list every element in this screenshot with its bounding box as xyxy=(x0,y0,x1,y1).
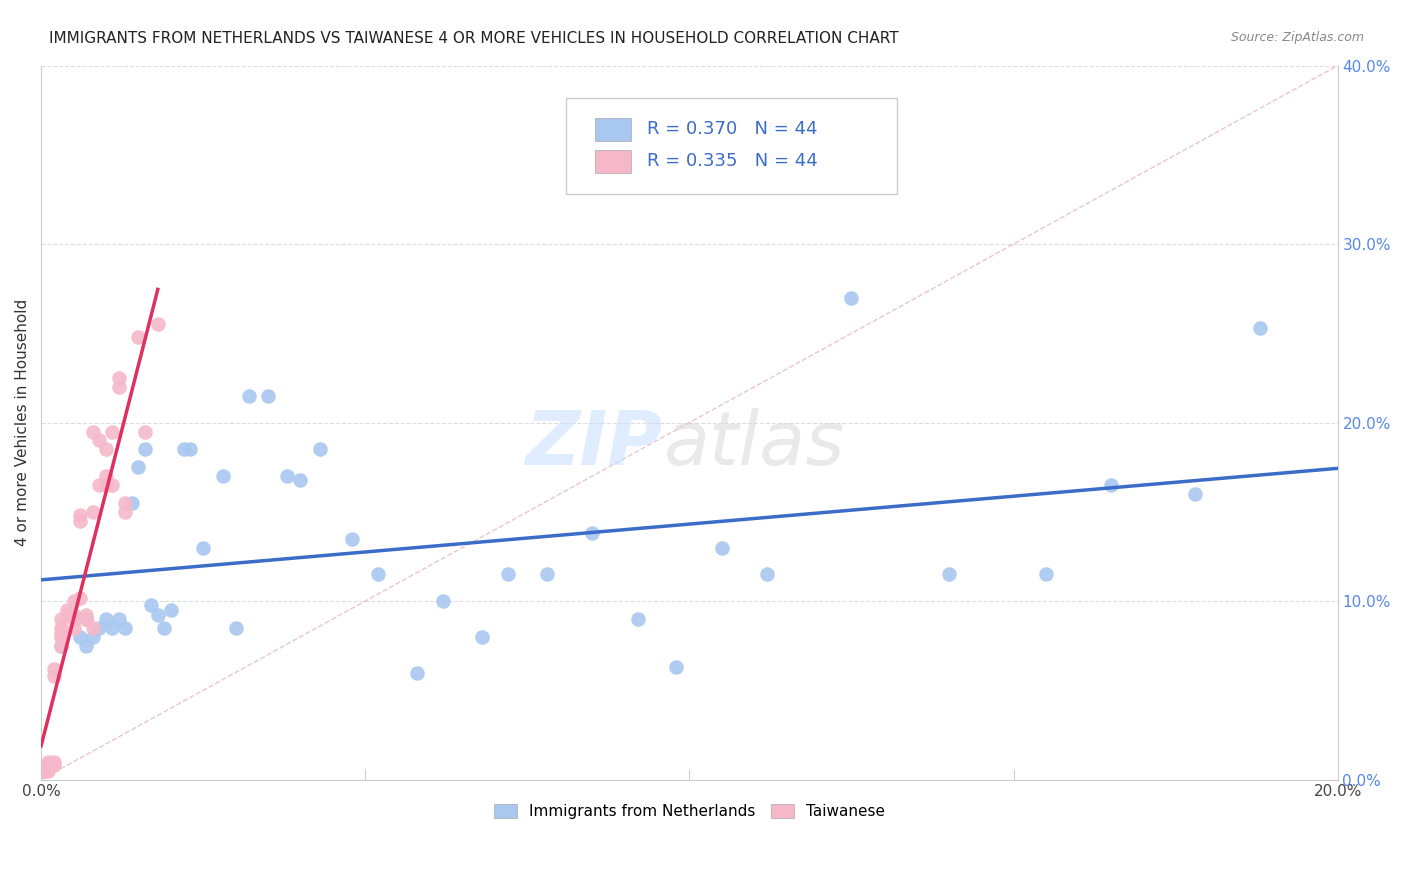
Legend: Immigrants from Netherlands, Taiwanese: Immigrants from Netherlands, Taiwanese xyxy=(488,798,891,825)
Point xyxy=(257,389,280,403)
Point xyxy=(101,478,124,492)
Point xyxy=(49,639,72,653)
Point xyxy=(82,621,104,635)
Point xyxy=(581,526,603,541)
Point xyxy=(56,608,79,623)
Point xyxy=(37,764,59,778)
Point xyxy=(49,639,72,653)
Bar xyxy=(595,118,631,141)
Point xyxy=(159,603,181,617)
Point xyxy=(114,496,136,510)
Point xyxy=(42,755,65,769)
Point xyxy=(37,758,59,772)
Text: ZIP: ZIP xyxy=(526,408,664,481)
Point xyxy=(69,514,91,528)
Point xyxy=(121,496,143,510)
Point xyxy=(146,318,169,332)
Point xyxy=(471,630,494,644)
Text: IMMIGRANTS FROM NETHERLANDS VS TAIWANESE 4 OR MORE VEHICLES IN HOUSEHOLD CORRELA: IMMIGRANTS FROM NETHERLANDS VS TAIWANESE… xyxy=(49,31,898,46)
Point xyxy=(665,660,688,674)
Point xyxy=(82,630,104,644)
Point xyxy=(938,567,960,582)
Point xyxy=(134,442,156,457)
Point xyxy=(710,541,733,555)
Point xyxy=(49,626,72,640)
Point xyxy=(82,505,104,519)
Point xyxy=(69,508,91,523)
Point xyxy=(89,434,111,448)
Point xyxy=(62,621,84,635)
Point xyxy=(76,608,98,623)
Point xyxy=(153,621,176,635)
Point xyxy=(308,442,330,457)
Text: R = 0.335   N = 44: R = 0.335 N = 44 xyxy=(647,153,817,170)
Point xyxy=(62,608,84,623)
Point xyxy=(34,764,56,778)
Point xyxy=(367,567,389,582)
Point xyxy=(89,621,111,635)
Point xyxy=(406,665,429,680)
Point xyxy=(94,469,117,483)
Text: atlas: atlas xyxy=(664,408,845,480)
Point xyxy=(42,669,65,683)
Point xyxy=(37,760,59,774)
Point xyxy=(756,567,779,582)
Text: Source: ZipAtlas.com: Source: ZipAtlas.com xyxy=(1230,31,1364,45)
Point xyxy=(127,330,149,344)
Point xyxy=(108,380,131,394)
Point xyxy=(173,442,195,457)
Point xyxy=(42,758,65,772)
Point xyxy=(193,541,215,555)
Point xyxy=(496,567,519,582)
Point xyxy=(626,612,648,626)
Point xyxy=(134,425,156,439)
Point xyxy=(114,505,136,519)
Point xyxy=(108,612,131,626)
Point xyxy=(127,460,149,475)
Point xyxy=(211,469,233,483)
Point xyxy=(37,755,59,769)
Point xyxy=(1099,478,1122,492)
Point xyxy=(49,612,72,626)
Point xyxy=(108,371,131,385)
Bar xyxy=(595,150,631,173)
Point xyxy=(225,621,247,635)
Point xyxy=(34,764,56,778)
Point xyxy=(94,612,117,626)
Point xyxy=(432,594,454,608)
Point xyxy=(76,612,98,626)
Point xyxy=(69,591,91,605)
Point xyxy=(101,425,124,439)
Point xyxy=(42,662,65,676)
Point xyxy=(56,603,79,617)
Point xyxy=(238,389,260,403)
Point xyxy=(76,612,98,626)
Point xyxy=(101,621,124,635)
Point xyxy=(114,621,136,635)
Point xyxy=(276,469,298,483)
Point xyxy=(89,478,111,492)
Point xyxy=(49,630,72,644)
Point xyxy=(536,567,558,582)
Point xyxy=(76,639,98,653)
Point xyxy=(1035,567,1057,582)
Point xyxy=(342,532,364,546)
Point xyxy=(49,621,72,635)
Point xyxy=(141,598,163,612)
Point xyxy=(82,425,104,439)
Point xyxy=(94,478,117,492)
Point xyxy=(841,291,863,305)
Point xyxy=(146,608,169,623)
Point xyxy=(69,630,91,644)
Text: R = 0.370   N = 44: R = 0.370 N = 44 xyxy=(647,120,817,138)
Point xyxy=(62,612,84,626)
Point xyxy=(1249,321,1271,335)
Point xyxy=(290,473,312,487)
Point xyxy=(1184,487,1206,501)
Point xyxy=(94,442,117,457)
Point xyxy=(179,442,201,457)
FancyBboxPatch shape xyxy=(567,98,897,194)
Point xyxy=(62,594,84,608)
Y-axis label: 4 or more Vehicles in Household: 4 or more Vehicles in Household xyxy=(15,299,30,546)
